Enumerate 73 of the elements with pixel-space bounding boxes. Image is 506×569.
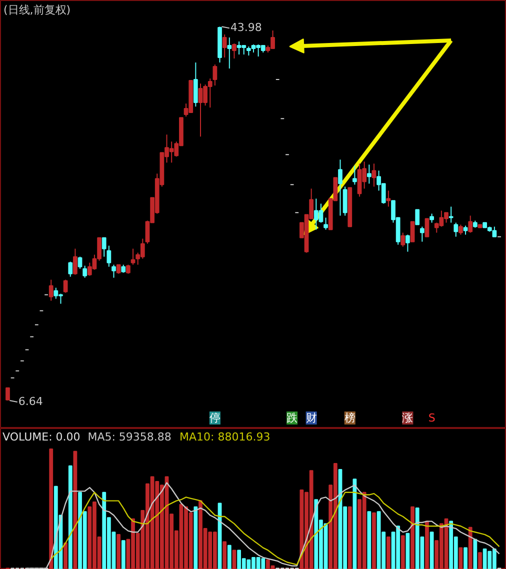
text: MA5: 59358.88 [88, 430, 172, 444]
candlestick [222, 34, 227, 58]
bar [367, 511, 372, 569]
bar [430, 532, 434, 569]
bar [222, 541, 227, 569]
text: 跌 [286, 412, 298, 424]
candlestick [106, 245, 112, 268]
bar [194, 506, 198, 569]
candlestick [193, 62, 198, 108]
bar [410, 506, 414, 569]
candlestick [400, 232, 406, 248]
candlestick [468, 215, 473, 234]
candlestick [352, 165, 357, 186]
bar [406, 532, 410, 569]
candlestick [227, 36, 232, 70]
bar [49, 448, 54, 569]
candlestick [6, 387, 10, 401]
candlestick [424, 218, 430, 238]
candlestick [372, 163, 376, 188]
bar [473, 538, 478, 569]
annotation: 43.98 [230, 21, 262, 34]
candlestick [116, 264, 121, 274]
candlestick [48, 279, 54, 302]
candlestick [82, 265, 88, 278]
bar [464, 547, 468, 569]
candlestick [212, 64, 218, 86]
bar [116, 534, 121, 569]
candlestick [63, 279, 68, 294]
bar [372, 512, 376, 569]
bar [121, 540, 126, 569]
candlestick [410, 221, 415, 242]
bar [68, 465, 72, 569]
bar [64, 542, 68, 569]
bar [468, 526, 472, 569]
candlestick [112, 264, 116, 278]
bar [73, 450, 78, 569]
bar [348, 506, 352, 569]
candlestick [126, 264, 130, 274]
chart-title: (日线,前复权) [4, 4, 71, 16]
bar [458, 547, 463, 569]
candlestick [366, 164, 372, 184]
candlestick [73, 248, 78, 276]
candlestick [232, 42, 236, 59]
candlestick [78, 256, 82, 270]
candlestick [338, 159, 342, 216]
candlestick [130, 248, 136, 266]
bar [478, 552, 482, 569]
bar [400, 535, 405, 569]
candlestick [448, 206, 454, 224]
bar [227, 544, 232, 569]
bar [232, 550, 236, 569]
text: 财 [306, 412, 317, 424]
bar [425, 520, 429, 569]
candlestick [102, 237, 106, 258]
candlestick [430, 213, 434, 224]
candlestick [324, 217, 328, 230]
bar [386, 536, 390, 569]
text: 涨 [402, 412, 414, 424]
candlestick [68, 261, 73, 278]
candlestick [342, 186, 348, 216]
candlestick [420, 226, 424, 242]
text: MA10: 88016.93 [180, 430, 270, 444]
text: 榜 [344, 412, 356, 424]
candlestick [386, 190, 391, 208]
chart-title: VOLUME: 0.00 [2, 430, 80, 444]
candlestick [458, 224, 463, 236]
text: S [428, 412, 436, 424]
annotation: 6.64 [18, 394, 43, 408]
candlestick [463, 225, 468, 236]
candlestick [406, 234, 410, 252]
candlestick [454, 222, 458, 238]
candlestick [415, 209, 420, 226]
text: 停 [209, 412, 220, 424]
